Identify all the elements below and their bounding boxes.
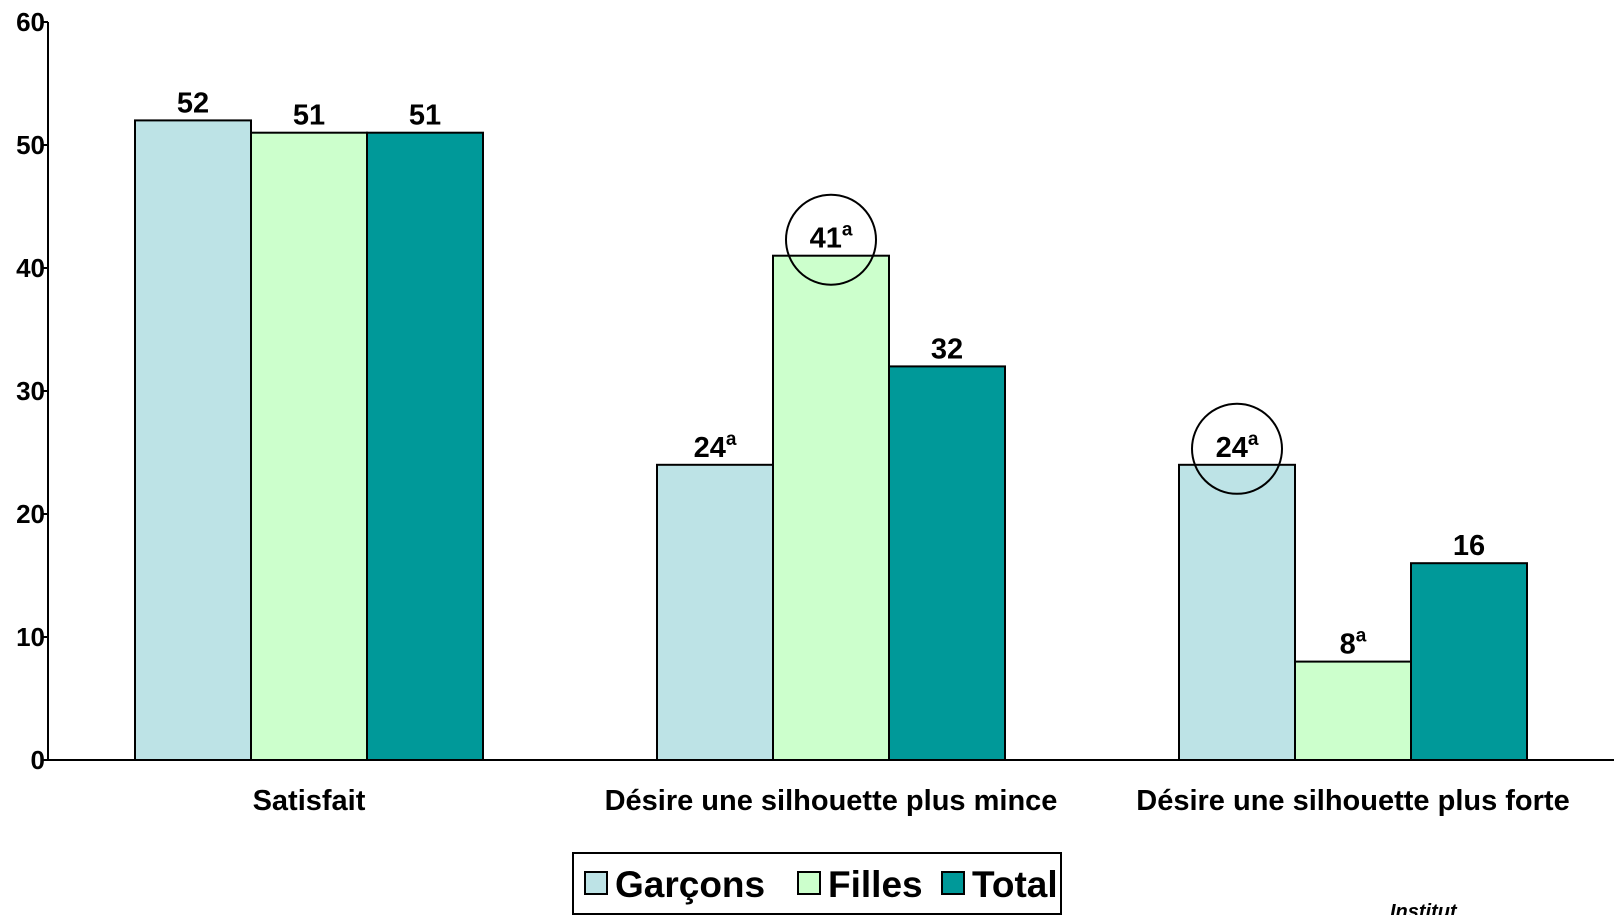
bar-garons-0 (134, 119, 252, 761)
y-tick-label: 50 (16, 130, 45, 160)
y-tick-label: 40 (16, 253, 45, 283)
y-tick-label: 10 (16, 622, 45, 652)
y-tick-label: 30 (16, 376, 45, 406)
legend-label: Filles (828, 864, 923, 905)
legend-swatch (584, 871, 608, 895)
bar-filles-1 (772, 254, 890, 761)
axes (47, 22, 1614, 761)
bar-total-1 (888, 365, 1006, 761)
category-label: Satisfait (253, 785, 366, 817)
y-axis-ticks: 0 10 20 30 40 50 60 (16, 7, 48, 775)
highlight-circle (1191, 402, 1283, 495)
category-labels: Satisfait Désire une silhouette plus minc… (253, 785, 1570, 817)
y-tick-label: 60 (16, 7, 45, 37)
category-label: Désire une silhouette plus forte (1136, 785, 1569, 817)
bar-filles-2 (1294, 660, 1412, 761)
data-label: 51 (409, 100, 441, 132)
bar-garons-2 (1178, 463, 1296, 761)
bar-total-0 (366, 131, 484, 761)
data-label: 24a (694, 429, 737, 464)
data-label: 41a (810, 220, 853, 255)
bar-garons-1 (656, 463, 774, 761)
legend: Garçons Filles Total (572, 852, 1062, 915)
category-label: Désire une silhouette plus mince (605, 785, 1058, 817)
data-label: 8a (1340, 626, 1367, 661)
data-label: 32 (931, 333, 963, 365)
data-label: 24a (1216, 429, 1259, 464)
data-label: 51 (293, 100, 325, 132)
highlight-circle (785, 193, 877, 286)
data-label: 52 (177, 87, 209, 119)
data-labels: 52 51 51 24a 41a 32 24a 8a 16 (177, 87, 1485, 660)
bar-total-2 (1410, 562, 1528, 762)
legend-label: Garçons (615, 864, 765, 905)
legend-swatch (941, 871, 965, 895)
institut-watermark: Institut (1390, 901, 1458, 915)
y-tick-label: 20 (16, 499, 45, 529)
y-tick-label: 0 (31, 745, 45, 775)
legend-swatch (797, 871, 821, 895)
legend-label: Total (972, 864, 1058, 905)
bars (134, 119, 1528, 762)
data-label: 16 (1453, 530, 1485, 562)
highlight-circles (785, 193, 1283, 495)
bar-filles-0 (250, 131, 368, 761)
